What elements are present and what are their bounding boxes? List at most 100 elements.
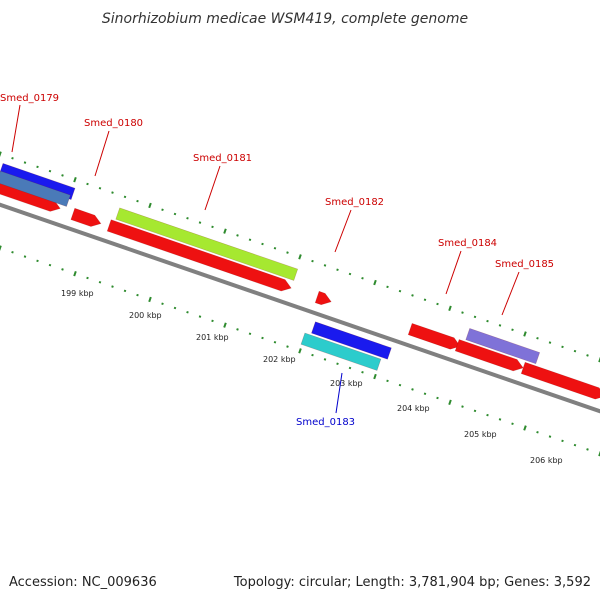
callout-line bbox=[334, 209, 352, 253]
tick-mark bbox=[248, 238, 252, 241]
tick-mark bbox=[436, 396, 439, 400]
tick-mark bbox=[498, 324, 502, 327]
tick-mark bbox=[486, 413, 489, 417]
tick-mark bbox=[0, 245, 2, 251]
tick-mark bbox=[398, 289, 402, 293]
kbp-label: 199 kbp bbox=[61, 289, 94, 298]
tick-mark bbox=[11, 157, 14, 160]
gene-label-smed-0181: Smed_0181 bbox=[193, 153, 252, 164]
tick-mark bbox=[286, 345, 289, 348]
tick-mark bbox=[598, 451, 600, 457]
tick-mark bbox=[511, 422, 514, 425]
gene-smed-0181-arrow bbox=[106, 219, 292, 292]
tick-mark bbox=[23, 161, 27, 164]
gene-smed-0182-arrow bbox=[314, 290, 332, 306]
outer-tick-ring bbox=[0, 151, 600, 363]
tick-mark bbox=[323, 264, 327, 267]
tick-mark bbox=[223, 322, 227, 328]
tick-mark bbox=[248, 332, 252, 335]
tick-mark bbox=[473, 409, 477, 413]
tick-mark bbox=[98, 281, 102, 284]
tick-mark bbox=[186, 217, 189, 220]
tick-mark bbox=[273, 247, 277, 250]
tick-mark bbox=[436, 302, 439, 306]
gene-smed-0180-arrow bbox=[70, 207, 102, 227]
genome-backbone bbox=[0, 202, 600, 414]
tick-mark bbox=[373, 373, 377, 380]
kbp-label: 204 kbp bbox=[397, 404, 430, 413]
tick-mark bbox=[486, 319, 489, 323]
tick-mark bbox=[98, 187, 102, 190]
tick-mark bbox=[336, 268, 339, 271]
tick-mark bbox=[336, 362, 339, 365]
tick-mark bbox=[448, 399, 452, 405]
tick-mark bbox=[373, 279, 377, 286]
tick-mark bbox=[323, 358, 327, 361]
tick-mark bbox=[61, 174, 64, 177]
tick-mark bbox=[573, 443, 577, 447]
tick-mark bbox=[73, 271, 77, 277]
tick-mark bbox=[73, 177, 77, 183]
tick-mark bbox=[273, 341, 277, 344]
gene-label-smed-0183: Smed_0183 bbox=[296, 417, 355, 428]
tick-mark bbox=[561, 345, 564, 349]
tick-mark bbox=[223, 228, 227, 234]
tick-mark bbox=[161, 302, 164, 305]
tick-mark bbox=[148, 202, 152, 209]
tick-mark bbox=[48, 169, 52, 173]
tick-mark bbox=[511, 328, 514, 331]
tick-mark bbox=[111, 191, 114, 194]
tick-mark bbox=[498, 418, 502, 421]
tick-mark bbox=[211, 225, 214, 229]
tick-mark bbox=[136, 199, 139, 203]
gene-smed-0186-arrow bbox=[520, 361, 600, 400]
tick-mark bbox=[236, 328, 239, 331]
gene-smed-0183-blue bbox=[311, 321, 392, 360]
tick-mark bbox=[173, 306, 177, 310]
tick-mark bbox=[123, 195, 127, 199]
map-title: Sinorhizobium medicae WSM419, complete g… bbox=[102, 11, 468, 27]
tick-mark bbox=[261, 242, 264, 246]
tick-mark bbox=[11, 251, 14, 254]
tick-mark bbox=[598, 357, 600, 363]
callout-line bbox=[204, 165, 221, 211]
tick-mark bbox=[548, 435, 552, 438]
gene-smed-0181-lime bbox=[115, 207, 299, 281]
tick-mark bbox=[536, 431, 539, 434]
tick-mark bbox=[561, 439, 564, 443]
callout-line bbox=[94, 130, 110, 177]
inner-tick-ring bbox=[0, 245, 600, 457]
tick-mark bbox=[311, 259, 314, 263]
gene-label-smed-0180: Smed_0180 bbox=[84, 118, 143, 129]
tick-mark bbox=[0, 151, 2, 157]
kbp-label: 202 kbp bbox=[263, 355, 296, 364]
kbp-label: 205 kbp bbox=[464, 430, 497, 439]
tick-mark bbox=[23, 255, 27, 258]
tick-mark bbox=[198, 315, 202, 318]
gene-label-smed-0179: Smed_0179 bbox=[0, 93, 59, 104]
tick-mark bbox=[111, 285, 114, 288]
tick-mark bbox=[411, 294, 414, 297]
tick-mark bbox=[136, 293, 139, 297]
tick-mark bbox=[61, 268, 64, 271]
gene-callouts: Smed_0179 Smed_0180 Smed_0181 Smed_0182 Smed… bbox=[0, 93, 554, 428]
tick-mark bbox=[86, 276, 89, 280]
tick-mark bbox=[386, 285, 389, 289]
tick-mark bbox=[461, 311, 464, 314]
callout-line bbox=[445, 250, 462, 295]
callout-line bbox=[501, 271, 520, 316]
callout-line bbox=[335, 372, 343, 414]
accession-label: Accession: NC_009636 bbox=[9, 575, 157, 590]
tick-mark bbox=[198, 221, 202, 224]
gene-smed-0185-arrow bbox=[454, 339, 524, 372]
gene-label-smed-0184: Smed_0184 bbox=[438, 238, 497, 249]
tick-mark bbox=[423, 392, 427, 395]
tick-mark bbox=[461, 405, 464, 408]
tick-mark bbox=[348, 366, 352, 370]
kbp-label: 201 kbp bbox=[196, 333, 229, 342]
gene-label-smed-0185: Smed_0185 bbox=[495, 259, 554, 270]
callout-line bbox=[11, 104, 21, 153]
tick-mark bbox=[473, 315, 477, 319]
kbp-label: 200 kbp bbox=[129, 311, 162, 320]
